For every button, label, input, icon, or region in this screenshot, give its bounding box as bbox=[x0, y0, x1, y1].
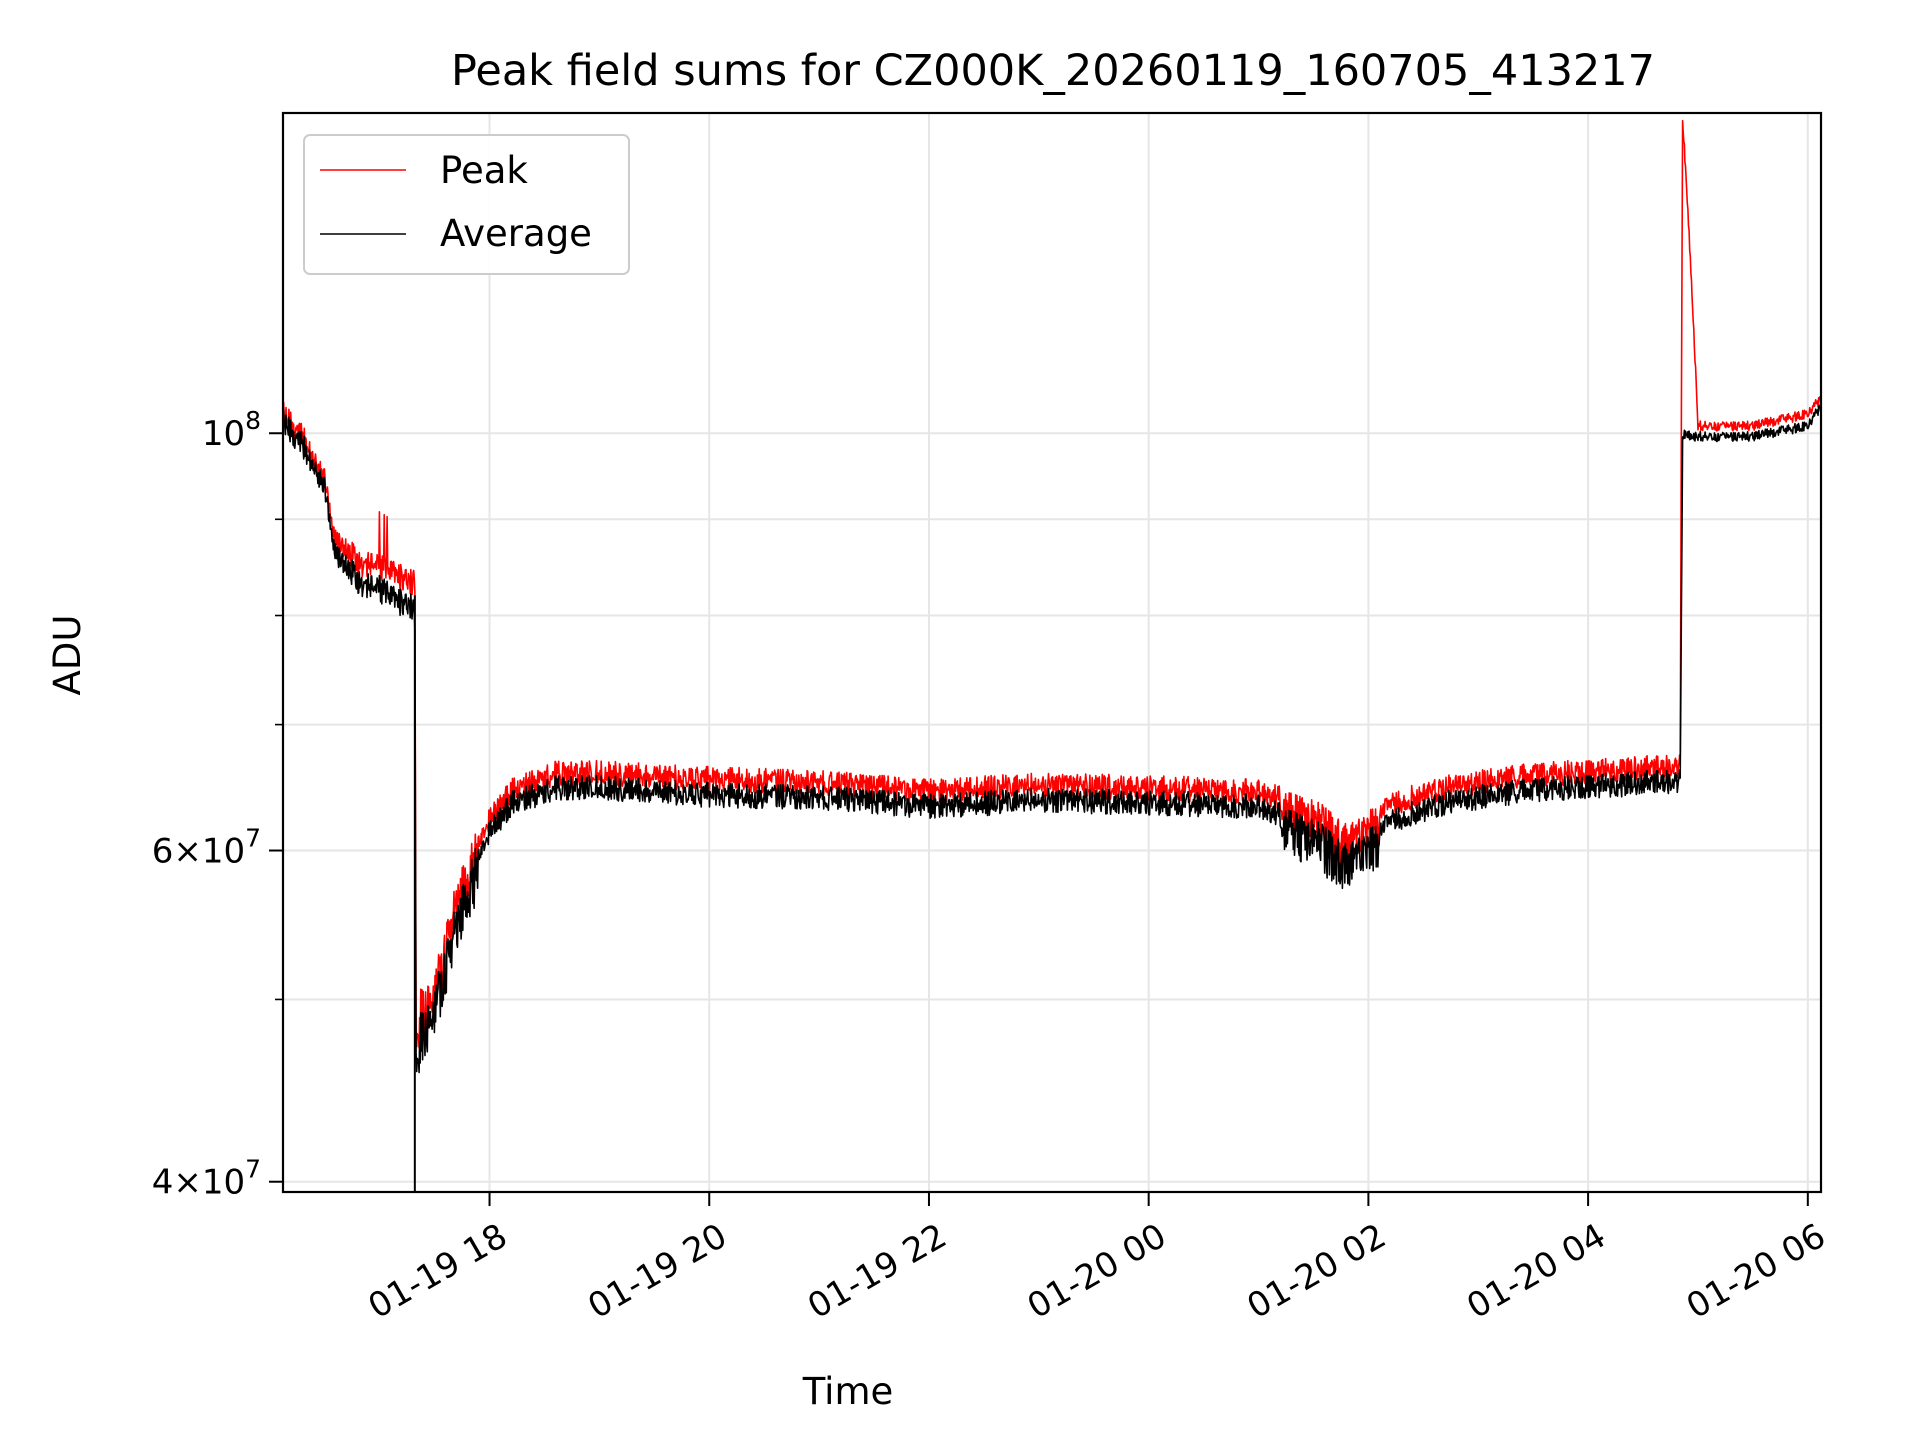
series-lines bbox=[282, 119, 1822, 1192]
legend-label-peak: Peak bbox=[440, 149, 528, 192]
plot-frame bbox=[281, 111, 1823, 1194]
series-line-peak bbox=[282, 119, 1822, 1049]
legend-label-average: Average bbox=[440, 212, 592, 255]
y-tick-label: 4×107 bbox=[152, 1155, 261, 1203]
grid bbox=[283, 113, 1821, 1192]
y-tick-label: 108 bbox=[202, 406, 261, 454]
chart-title: Peak field sums for CZ000K_20260119_1607… bbox=[451, 46, 1655, 96]
legend: Peak Average bbox=[303, 134, 630, 275]
series-line-average bbox=[282, 404, 1822, 1074]
x-axis-label: Time bbox=[802, 1370, 894, 1413]
y-tick-label: 6×107 bbox=[152, 824, 261, 872]
y-axis-label: ADU bbox=[46, 615, 89, 696]
